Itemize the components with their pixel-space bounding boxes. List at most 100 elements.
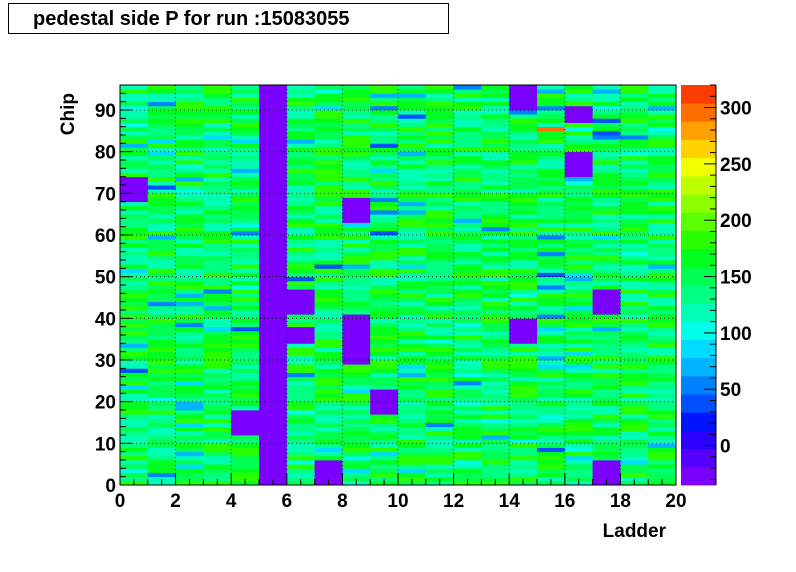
heatmap-cell (342, 468, 371, 473)
heatmap-cell (398, 185, 427, 190)
heatmap-cell (537, 330, 566, 336)
heatmap-cell (203, 247, 232, 253)
heatmap-cell (259, 230, 288, 236)
heatmap-cell (314, 464, 343, 469)
heatmap-cell (509, 447, 538, 453)
heatmap-cell (564, 122, 593, 128)
heatmap-cell (370, 126, 399, 132)
heatmap-cell (203, 101, 232, 107)
heatmap-cell (175, 343, 204, 348)
heatmap-cell (564, 110, 593, 115)
heatmap-cell (398, 414, 427, 419)
heatmap-cell (203, 280, 232, 286)
heatmap-cell (620, 130, 649, 136)
heatmap-cell (620, 118, 649, 123)
heatmap-cell (259, 351, 288, 357)
heatmap-cell (370, 380, 399, 386)
palette-swatch (681, 375, 716, 395)
heatmap-cell (342, 205, 371, 211)
heatmap-cell (398, 110, 427, 115)
heatmap-cell (314, 414, 343, 419)
heatmap-cell (314, 293, 343, 298)
heatmap-cell (481, 351, 510, 357)
heatmap-cell (175, 351, 204, 357)
heatmap-cell (620, 210, 649, 215)
heatmap-cell (509, 243, 538, 248)
heatmap-cell (425, 389, 454, 394)
heatmap-cell (286, 85, 315, 90)
heatmap-cell (425, 147, 454, 153)
heatmap-cell (564, 447, 593, 453)
heatmap-cell (481, 205, 510, 211)
heatmap-cell (620, 239, 649, 244)
heatmap-cell (481, 143, 510, 148)
heatmap-cell (147, 339, 176, 344)
heatmap-cell (564, 118, 593, 123)
heatmap-cell (147, 364, 176, 369)
heatmap-cell (509, 439, 538, 444)
heatmap-cell (453, 268, 482, 273)
heatmap-cell (537, 251, 566, 257)
heatmap-cell (398, 272, 427, 278)
heatmap-cell (537, 118, 566, 123)
heatmap-cell (648, 285, 677, 290)
heatmap-cell (203, 339, 232, 344)
heatmap-cell (342, 235, 371, 240)
heatmap-cell (314, 222, 343, 228)
heatmap-cell (592, 97, 621, 103)
heatmap-cell (231, 330, 260, 336)
heatmap-cell (398, 326, 427, 332)
heatmap-cell (481, 118, 510, 123)
heatmap-cell (425, 297, 454, 303)
heatmap-cell (453, 476, 482, 482)
heatmap-cell (481, 243, 510, 248)
heatmap-cell (564, 326, 593, 332)
heatmap-cell (314, 326, 343, 332)
heatmap-cell (286, 339, 315, 344)
heatmap-cell (453, 193, 482, 198)
heatmap-cell (175, 151, 204, 157)
heatmap-cell (481, 401, 510, 407)
heatmap-cell (620, 272, 649, 278)
heatmap-cell (314, 226, 343, 232)
heatmap-cell (620, 218, 649, 223)
heatmap-cell (175, 197, 204, 203)
heatmap-cell (175, 418, 204, 423)
heatmap-cell (398, 397, 427, 403)
heatmap-cell (592, 447, 621, 453)
heatmap-cell (342, 110, 371, 115)
heatmap-cell (259, 264, 288, 269)
heatmap-cell (398, 197, 427, 203)
heatmap-cell (537, 243, 566, 248)
heatmap-cell (370, 326, 399, 332)
heatmap-cell (175, 118, 204, 123)
heatmap-cell (147, 251, 176, 257)
heatmap-cell (203, 380, 232, 386)
heatmap-cell (120, 372, 149, 378)
heatmap-cell (286, 464, 315, 469)
heatmap-cell (147, 147, 176, 153)
heatmap-cell (564, 93, 593, 98)
heatmap-cell (620, 401, 649, 407)
heatmap-cell (259, 451, 288, 457)
heatmap-cell (481, 364, 510, 369)
heatmap-cell (592, 197, 621, 203)
heatmap-cell (342, 176, 371, 182)
heatmap-cell (342, 326, 371, 332)
heatmap-cell (481, 430, 510, 436)
heatmap-cell (537, 426, 566, 432)
heatmap-cell (398, 418, 427, 423)
heatmap-cell (509, 143, 538, 148)
heatmap-cell (231, 314, 260, 319)
heatmap-cell (564, 172, 593, 178)
heatmap-cell (231, 189, 260, 194)
heatmap-cell (147, 239, 176, 244)
heatmap-cell (509, 285, 538, 290)
heatmap-cell (425, 260, 454, 265)
heatmap-cell (592, 130, 621, 136)
heatmap-cell (370, 197, 399, 203)
heatmap-cell (120, 401, 149, 407)
heatmap-cell (175, 264, 204, 269)
heatmap-cell (147, 180, 176, 186)
heatmap-cell (147, 268, 176, 273)
